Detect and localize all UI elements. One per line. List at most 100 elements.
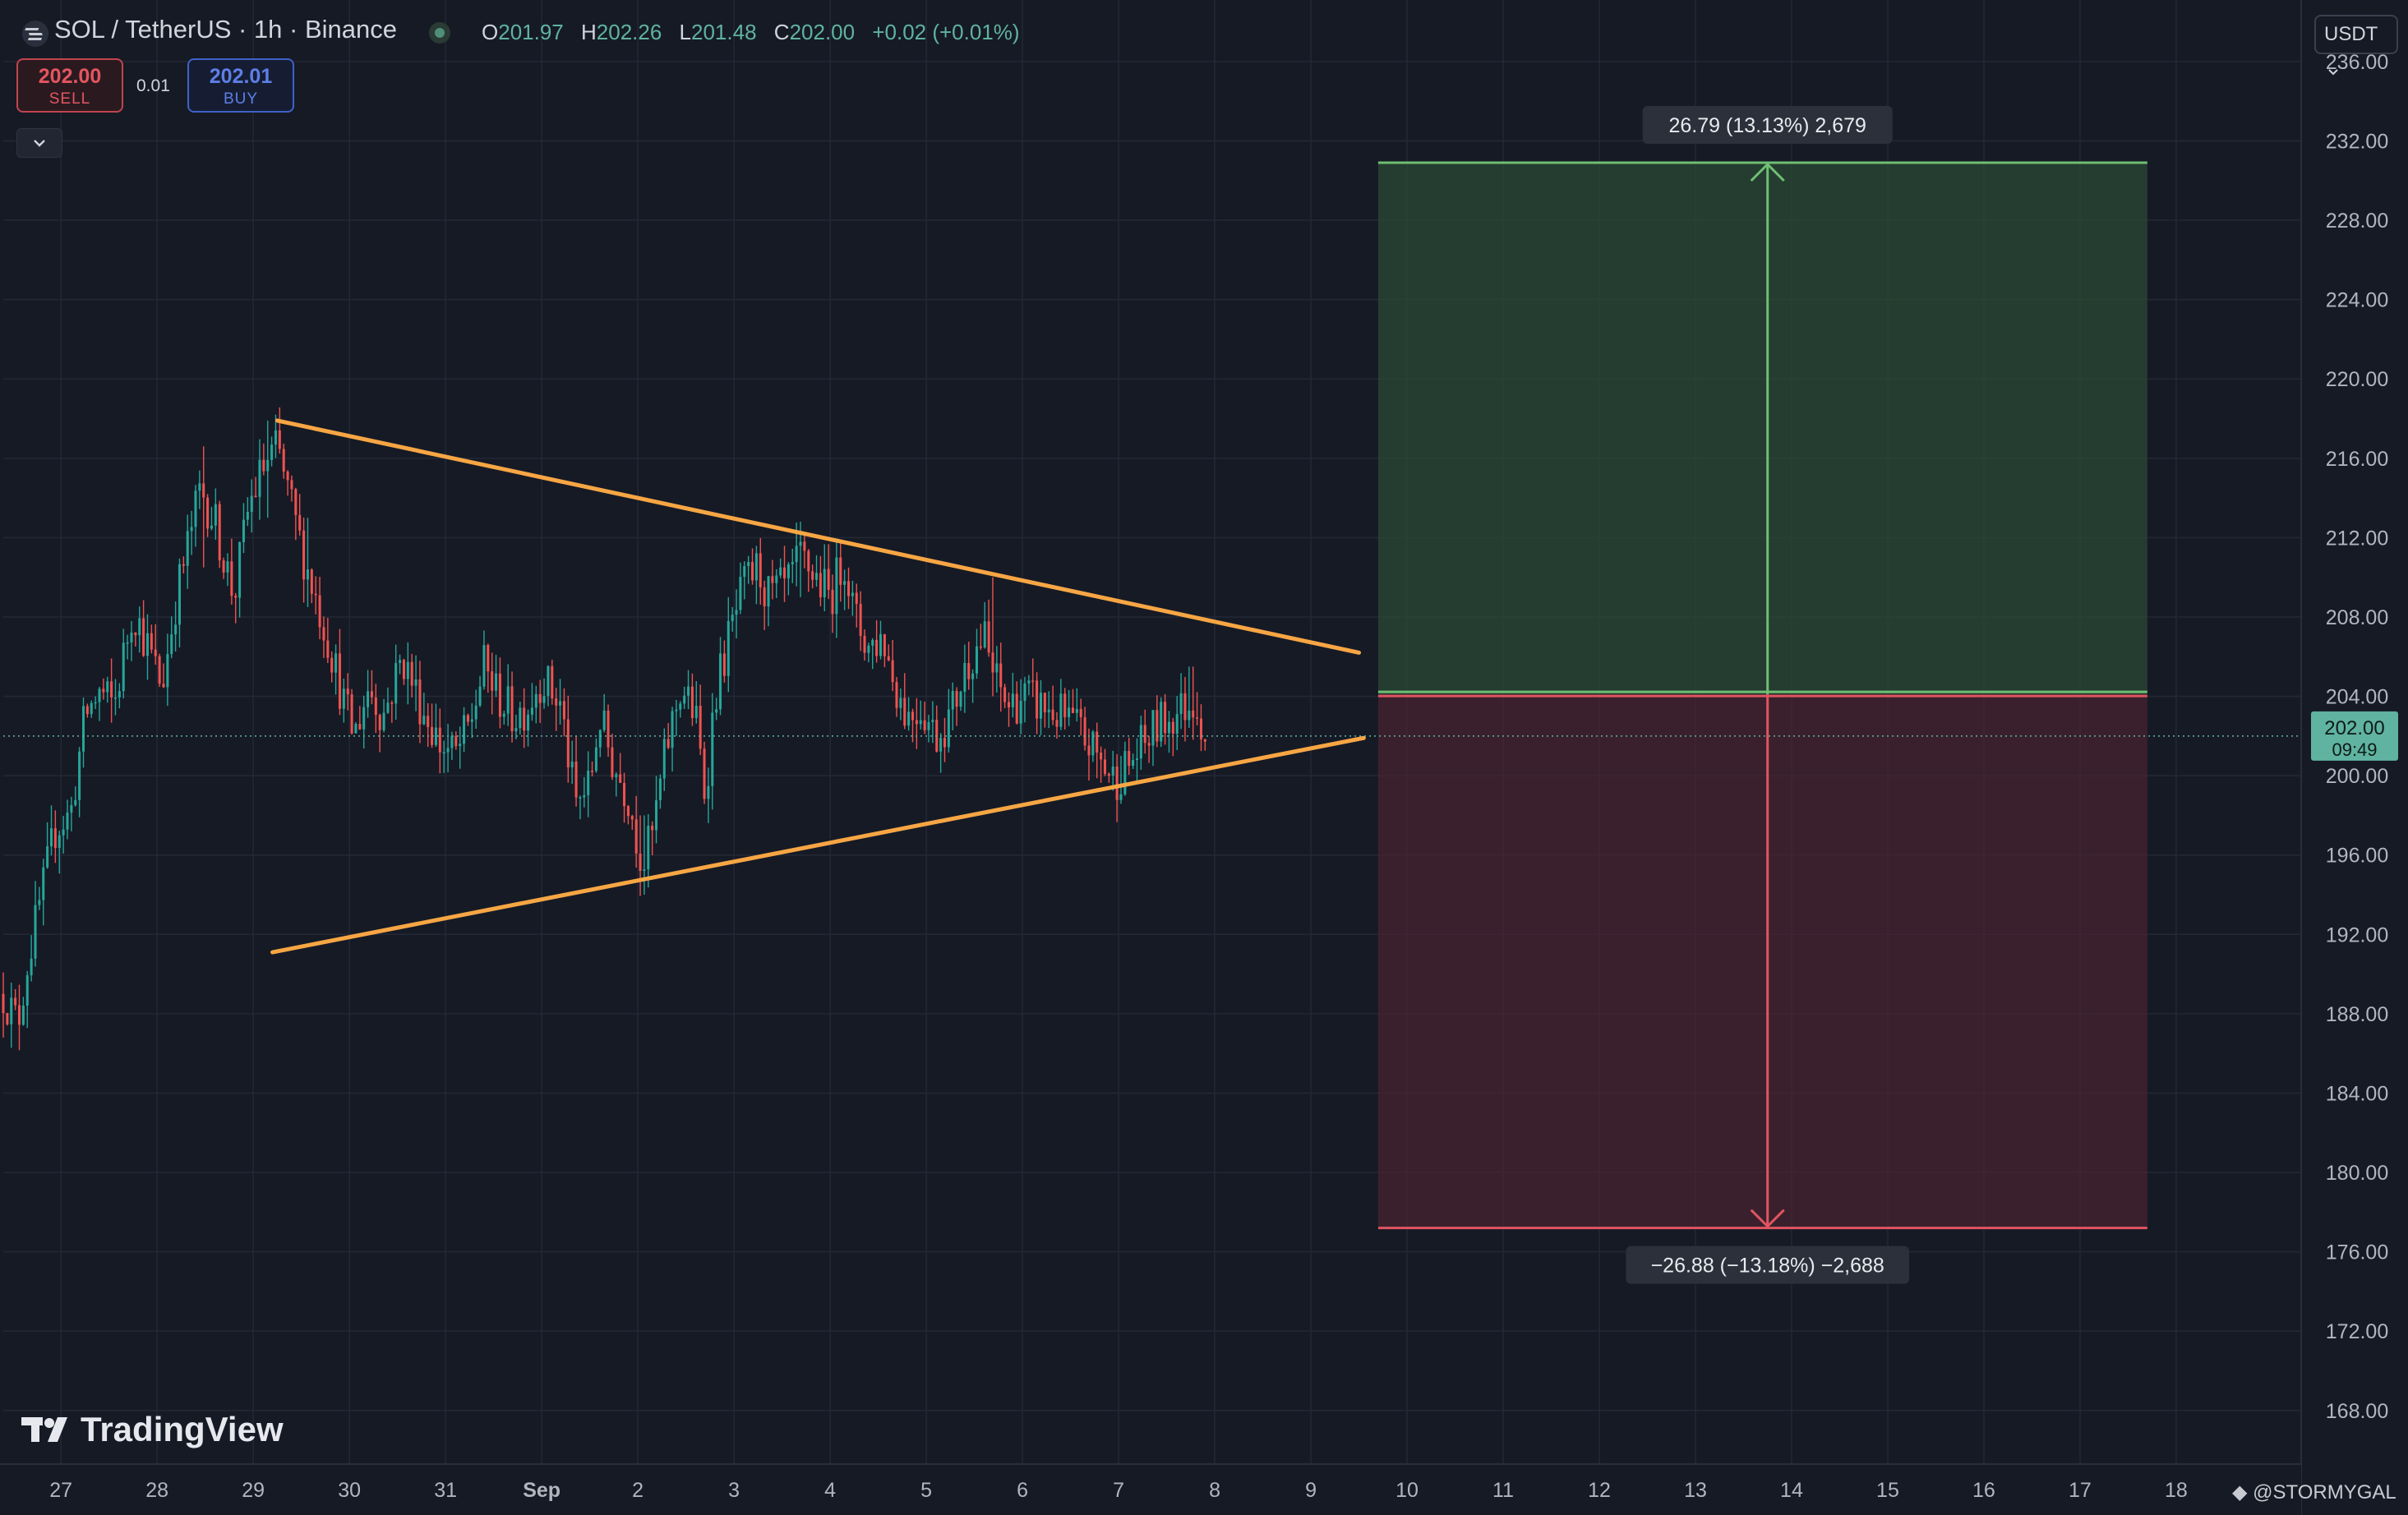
candle-body — [53, 828, 57, 849]
candle-body — [690, 686, 694, 718]
candle-body — [113, 697, 117, 699]
candle-body — [266, 459, 270, 472]
candle-body — [250, 495, 253, 512]
time-tick-label: 13 — [1684, 1479, 1707, 1502]
candle-body — [983, 621, 986, 648]
candle-body — [90, 702, 93, 715]
candle-body — [242, 519, 245, 542]
candle-body — [811, 571, 814, 580]
price-tick-label: 216.00 — [2326, 448, 2388, 471]
candle-body — [1188, 710, 1191, 721]
candle-body — [743, 565, 746, 578]
candle-body — [747, 562, 750, 566]
tradingview-logo-icon — [21, 1417, 67, 1442]
candle-body — [771, 576, 774, 583]
buy-button[interactable]: 202.01 BUY — [187, 58, 294, 113]
candle-body — [967, 662, 971, 679]
candle-body — [1103, 759, 1106, 775]
time-tick-label: 7 — [1113, 1479, 1124, 1502]
candle-body — [258, 459, 261, 497]
time-tick-label: 11 — [1492, 1479, 1514, 1502]
candle-body — [679, 703, 682, 710]
candle-body — [438, 727, 441, 753]
price-tick-label: 196.00 — [2326, 845, 2388, 868]
candle-body — [2, 993, 5, 1014]
price-tick-label: 228.00 — [2326, 210, 2388, 233]
candle-body — [418, 679, 422, 725]
candle-body — [963, 662, 966, 693]
candle-body — [955, 690, 958, 707]
candle-body — [939, 738, 943, 752]
candle-body — [174, 624, 178, 635]
candle-body — [298, 514, 302, 531]
candle-body — [1196, 717, 1199, 719]
candlestick-series — [2, 407, 1206, 1051]
candle-body — [623, 782, 626, 807]
candle-body — [158, 656, 161, 684]
candle-body — [1164, 702, 1167, 734]
time-tick-label: 12 — [1588, 1479, 1611, 1502]
candle-body — [1079, 709, 1082, 717]
candle-body — [302, 530, 306, 580]
candle-body — [122, 642, 125, 692]
tradingview-logo[interactable]: TradingView — [21, 1410, 284, 1449]
candle-body — [1119, 794, 1123, 800]
market-status-icon[interactable] — [429, 22, 450, 44]
candle-body — [362, 707, 366, 730]
collapse-legend-button[interactable] — [16, 128, 62, 158]
candle-body — [25, 975, 29, 1006]
candle-body — [487, 645, 490, 672]
time-tick-label: 14 — [1780, 1479, 1803, 1502]
candle-body — [58, 835, 61, 849]
ohlc-high-key: H — [581, 20, 597, 44]
candle-body — [871, 639, 874, 646]
stop-label: −26.88 (−13.18%) −2,688 — [1651, 1255, 1884, 1278]
candle-body — [399, 660, 402, 664]
candle-body — [823, 569, 826, 598]
candle-body — [1179, 693, 1183, 715]
candle-body — [662, 739, 666, 779]
time-tick-label: 6 — [1017, 1479, 1028, 1502]
candle-body — [819, 573, 822, 598]
candle-body — [186, 531, 189, 566]
candle-body — [715, 709, 718, 713]
candle-body — [570, 761, 574, 768]
time-tick-label: 18 — [2165, 1479, 2188, 1502]
candle-body — [194, 490, 197, 527]
candle-body — [667, 739, 670, 748]
candle-body — [46, 846, 49, 868]
last-price-value: 202.00 — [2324, 717, 2384, 739]
candle-body — [779, 567, 782, 576]
candle-body — [1111, 767, 1114, 776]
candle-body — [202, 483, 205, 498]
candle-body — [6, 1013, 9, 1025]
candle-body — [350, 694, 353, 734]
price-tick-label: 212.00 — [2326, 527, 2388, 550]
target-label: 26.79 (13.13%) 2,679 — [1668, 114, 1866, 137]
candle-body — [875, 639, 879, 656]
sol-coin-icon — [21, 20, 49, 48]
candle-body — [62, 829, 65, 836]
candle-body — [815, 573, 819, 580]
candle-body — [579, 797, 582, 799]
candle-body — [394, 663, 398, 704]
candle-body — [322, 627, 325, 641]
price-change: +0.02 (+0.01%) — [872, 20, 1020, 44]
candle-body — [594, 747, 597, 771]
candle-body — [1068, 707, 1071, 717]
symbol-title[interactable]: SOL / TetherUS · 1h · Binance — [54, 15, 397, 44]
candle-body — [314, 593, 317, 596]
candle-body — [843, 581, 846, 585]
candle-body — [687, 686, 690, 696]
currency-selector[interactable]: USDT — [2314, 15, 2398, 76]
candle-body — [583, 794, 586, 798]
candle-body — [722, 653, 726, 676]
candle-body — [1047, 709, 1050, 713]
sell-button[interactable]: 202.00 SELL — [16, 58, 123, 113]
candle-body — [1203, 739, 1206, 742]
candle-body — [791, 562, 794, 564]
candle-body — [1039, 693, 1043, 719]
candle-body — [330, 657, 334, 673]
